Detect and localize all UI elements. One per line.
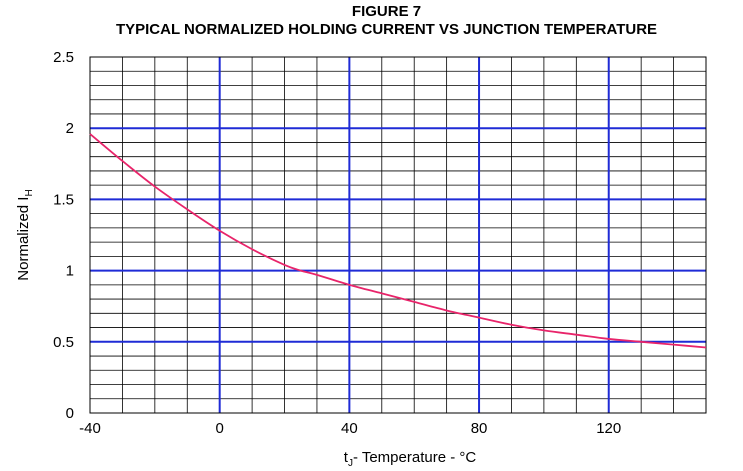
y-tick-label: 2.5 xyxy=(53,49,74,66)
minor-grid xyxy=(89,56,707,414)
series-line xyxy=(89,133,707,349)
x-axis-title: tJ- Temperature - °C xyxy=(344,449,477,469)
y-tick-labels: 0 0.5 1 1.5 2 2.5 xyxy=(53,49,74,422)
y-tick-label: 1 xyxy=(66,263,74,280)
x-tick-label: 120 xyxy=(596,420,621,437)
figure-label: FIGURE 7 xyxy=(351,3,422,20)
major-grid xyxy=(90,57,706,413)
x-tick-label: 80 xyxy=(471,420,488,437)
x-tick-labels: -40 0 40 80 120 xyxy=(79,420,621,437)
x-tick-label: 0 xyxy=(216,420,224,437)
plot-frame xyxy=(89,56,707,414)
y-tick-label: 0 xyxy=(66,405,74,422)
y-tick-label: 1.5 xyxy=(53,191,74,208)
y-tick-label: 0.5 xyxy=(53,334,74,351)
x-tick-label: 40 xyxy=(341,420,358,437)
chart-title: TYPICAL NORMALIZED HOLDING CURRENT VS JU… xyxy=(115,21,658,38)
y-axis-title: Normalized IH xyxy=(15,189,35,280)
x-tick-label: -40 xyxy=(79,420,101,437)
y-tick-label: 2 xyxy=(66,120,74,137)
